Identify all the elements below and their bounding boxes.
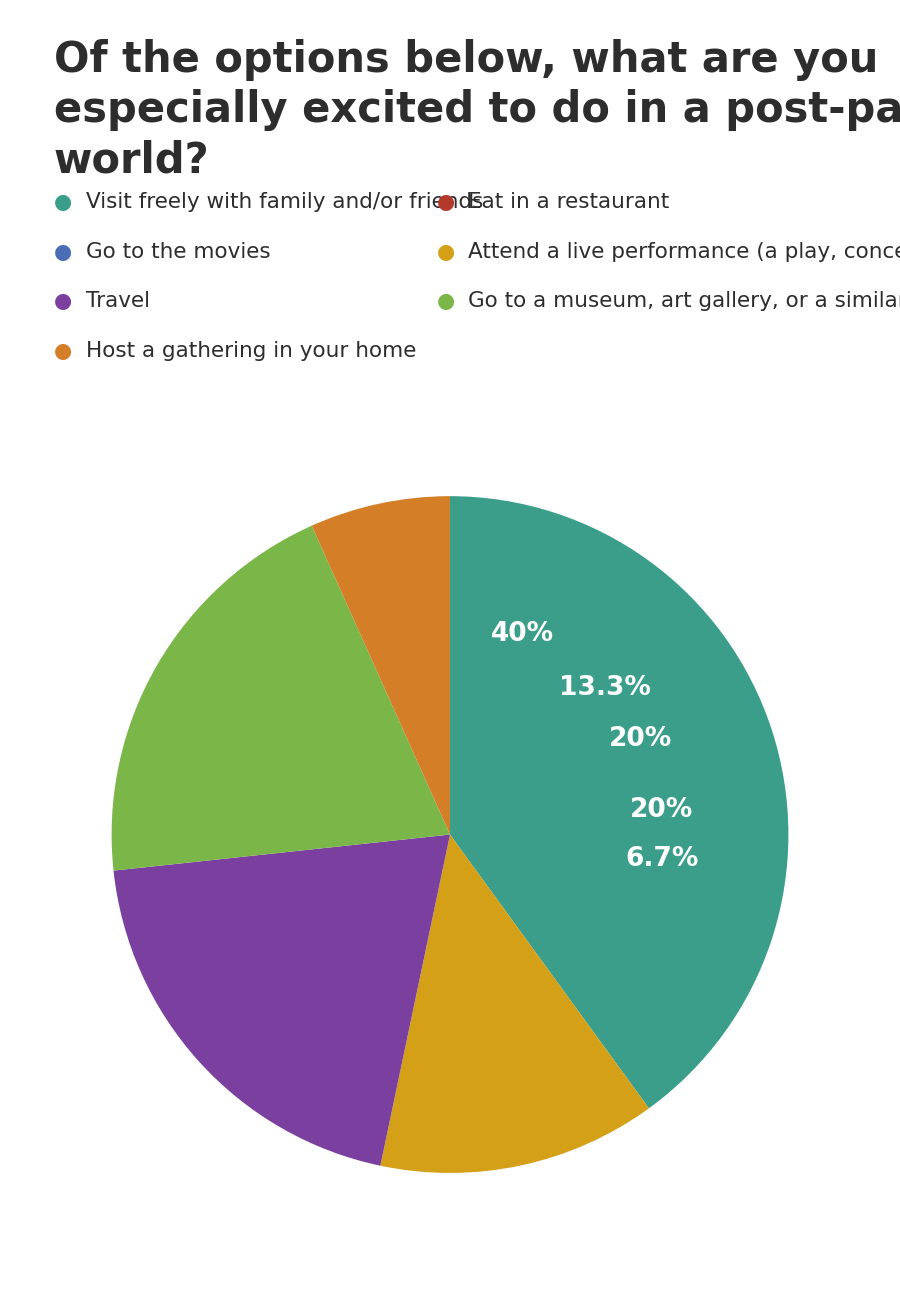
- Text: ●: ●: [54, 241, 72, 262]
- Text: 20%: 20%: [608, 726, 672, 752]
- Text: Go to a museum, art gallery, or a similar cultural institution: Go to a museum, art gallery, or a simila…: [468, 291, 900, 312]
- Text: Eat in a restaurant: Eat in a restaurant: [468, 192, 670, 213]
- Wedge shape: [450, 496, 788, 1108]
- Text: Host a gathering in your home: Host a gathering in your home: [86, 340, 416, 361]
- Text: Of the options below, what are you
especially excited to do in a post-pandemic
w: Of the options below, what are you espec…: [54, 39, 900, 181]
- Text: ●: ●: [436, 192, 454, 213]
- Wedge shape: [113, 835, 450, 1166]
- Text: Visit freely with family and/or friends: Visit freely with family and/or friends: [86, 192, 483, 213]
- Wedge shape: [381, 835, 649, 1174]
- Wedge shape: [311, 496, 450, 835]
- Text: ●: ●: [436, 241, 454, 262]
- Text: ●: ●: [54, 291, 72, 312]
- Text: 6.7%: 6.7%: [626, 846, 698, 872]
- Wedge shape: [112, 526, 450, 871]
- Text: Travel: Travel: [86, 291, 149, 312]
- Text: ●: ●: [436, 291, 454, 312]
- Text: ●: ●: [54, 192, 72, 213]
- Text: 40%: 40%: [491, 621, 554, 647]
- Text: ●: ●: [54, 340, 72, 361]
- Text: Go to the movies: Go to the movies: [86, 241, 270, 262]
- Text: Attend a live performance (a play, concert, etc.): Attend a live performance (a play, conce…: [468, 241, 900, 262]
- Text: 13.3%: 13.3%: [559, 675, 651, 702]
- Text: 20%: 20%: [630, 797, 693, 823]
